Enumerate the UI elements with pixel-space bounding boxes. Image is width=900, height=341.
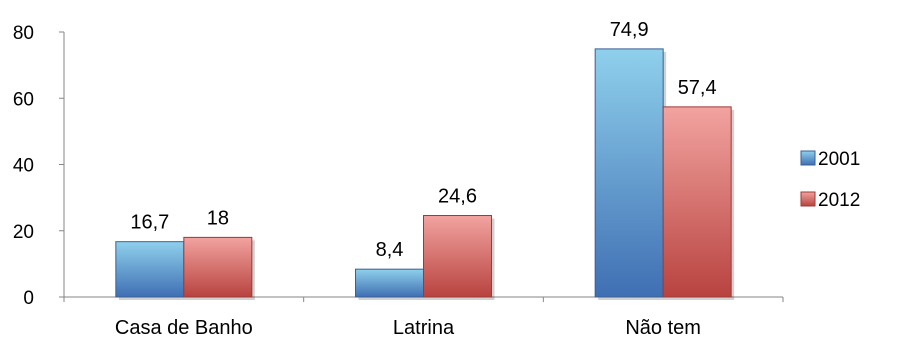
legend-swatch-2001 <box>800 150 816 166</box>
y-tick-label: 40 <box>13 156 34 177</box>
y-tick-label: 80 <box>13 23 34 44</box>
legend-swatch-2012 <box>800 191 816 207</box>
bar-2012 <box>662 106 732 298</box>
bar-2012 <box>423 215 492 298</box>
bar-2012 <box>183 236 253 298</box>
x-category-label: Casa de Banho <box>115 317 253 339</box>
legend: 2001 2012 <box>800 149 860 211</box>
data-label: 74,9 <box>610 19 649 41</box>
data-label: 8,4 <box>376 239 404 261</box>
y-tick-label: 20 <box>13 222 34 243</box>
bars <box>115 48 735 300</box>
legend-label: 2001 <box>818 149 860 170</box>
legend-label: 2012 <box>818 190 860 211</box>
data-label: 18 <box>207 207 229 229</box>
bar-2001 <box>115 241 185 298</box>
x-category-label: Latrina <box>393 317 455 339</box>
y-tick-label: 60 <box>13 89 34 110</box>
data-labels: 16,7 18 8,4 24,6 74,9 57,4 <box>130 19 716 261</box>
bar-2001 <box>355 268 424 298</box>
y-tick-label: 0 <box>23 288 34 309</box>
data-label: 57,4 <box>678 77 717 99</box>
bar-2001 <box>594 48 664 298</box>
x-category-label: Não tem <box>625 317 701 339</box>
axes: 0 20 40 60 80 Casa de Banho Latrina Não tem <box>13 23 784 339</box>
data-label: 24,6 <box>438 186 477 208</box>
data-label: 16,7 <box>130 212 169 234</box>
